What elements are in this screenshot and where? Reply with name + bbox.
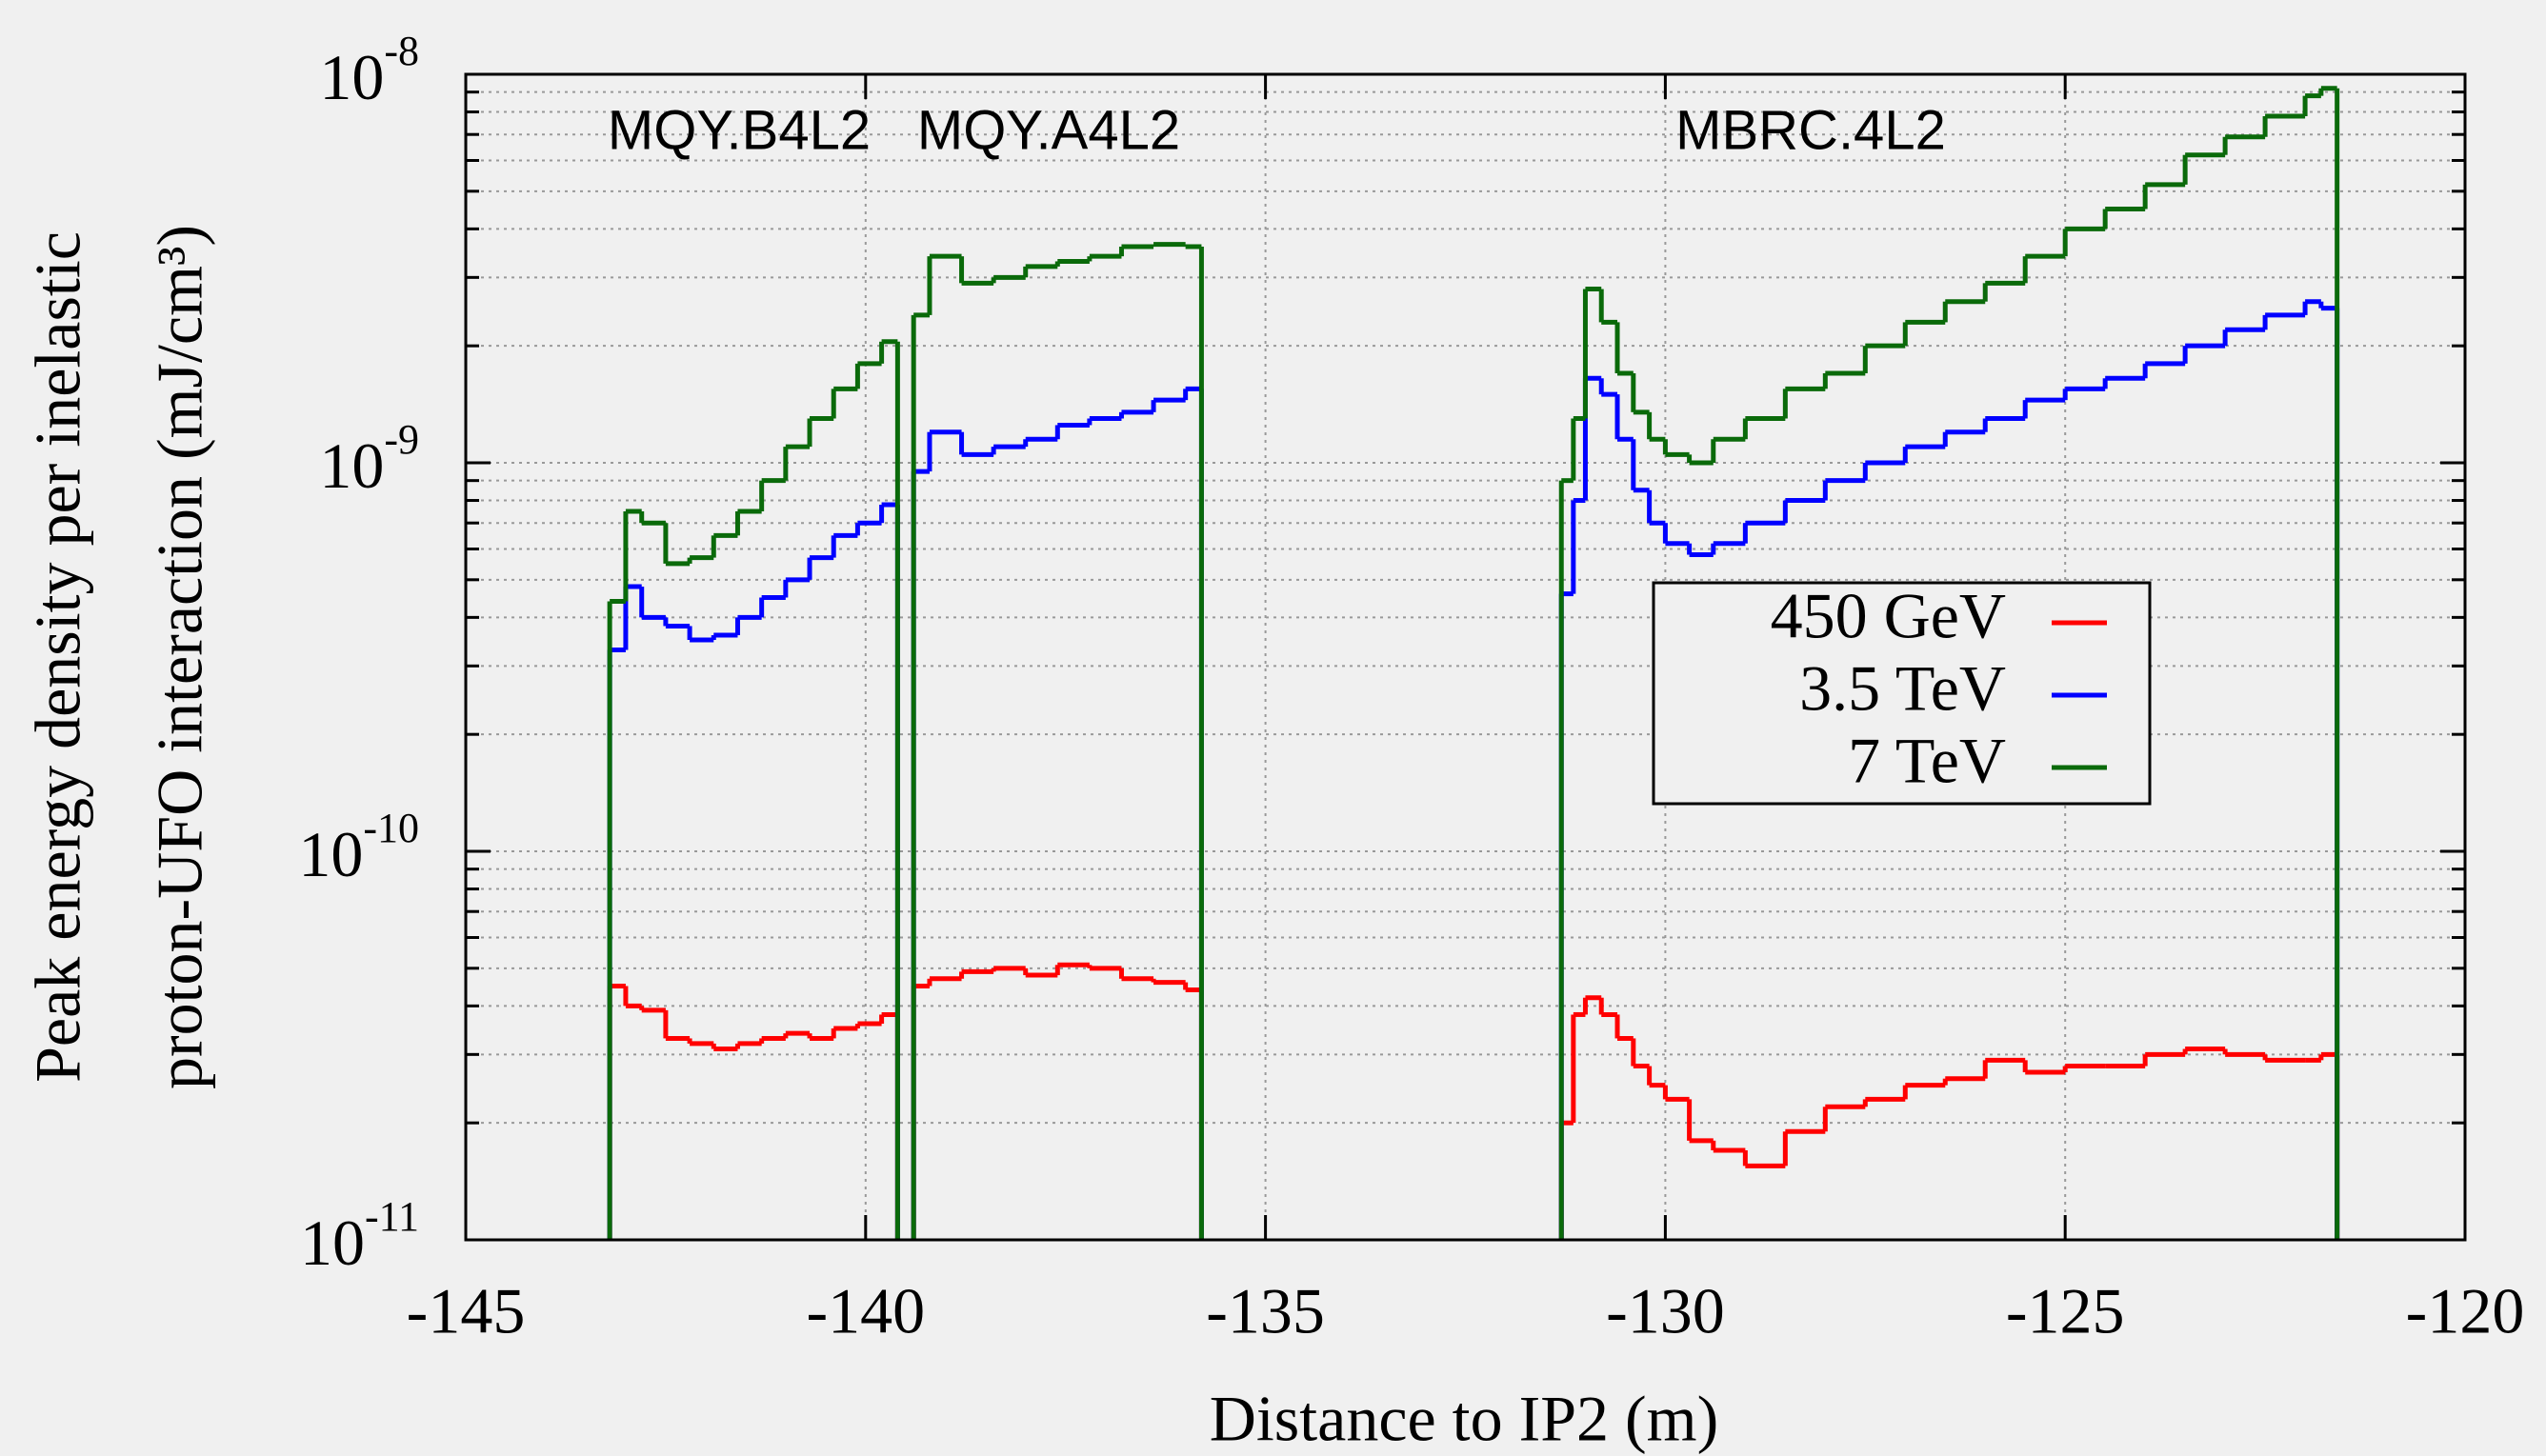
legend-label: 7 TeV (1848, 725, 2006, 797)
y-tick-exponent: -11 (365, 1193, 419, 1240)
y-axis-label: Peak energy density per inelastic (22, 231, 94, 1083)
x-axis-label: Distance to IP2 (m) (1210, 1383, 1718, 1455)
plot-frame (464, 72, 2467, 1242)
y-tick-label: 10-11 (300, 1193, 419, 1279)
series (607, 86, 2340, 1240)
y-tick-base: 10 (300, 1207, 365, 1279)
x-tick-label: -120 (2406, 1275, 2525, 1347)
y-tick-exponent: -9 (384, 416, 419, 463)
x-tick-label: -135 (1206, 1275, 1325, 1347)
x-tick-label: -125 (2006, 1275, 2125, 1347)
y-tick-label: 10-9 (319, 416, 419, 502)
y-tick-exponent: -10 (363, 805, 419, 851)
annotation: MQY.B4L2 (608, 99, 871, 161)
annotation: MBRC.4L2 (1675, 99, 1946, 161)
legend-label: 3.5 TeV (1799, 652, 2006, 725)
y-tick-base: 10 (319, 429, 384, 502)
y-tick-base: 10 (298, 818, 363, 890)
legend-label: 450 GeV (1771, 580, 2006, 652)
y-tick-label: 10-10 (298, 805, 419, 890)
x-tick-label: -130 (1606, 1275, 1725, 1347)
y-tick-base: 10 (319, 41, 384, 113)
x-tick-label: -140 (806, 1275, 925, 1347)
y-tick-label: 10-8 (319, 28, 419, 113)
annotation: MQY.A4L2 (917, 99, 1180, 161)
y-axis-label: proton-UFO interaction (mJ/cm³) (144, 225, 216, 1089)
y-tick-exponent: -8 (384, 28, 419, 74)
x-tick-label: -145 (407, 1275, 526, 1347)
